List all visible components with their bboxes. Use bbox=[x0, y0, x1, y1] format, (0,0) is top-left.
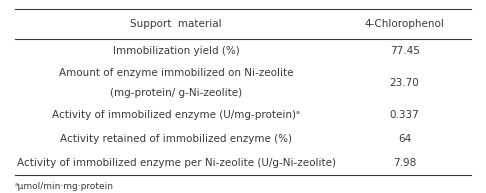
Text: 77.45: 77.45 bbox=[390, 46, 419, 56]
Text: 7.98: 7.98 bbox=[393, 158, 416, 168]
Text: 0.337: 0.337 bbox=[390, 110, 419, 120]
Text: (mg-protein/ g-Ni-zeolite): (mg-protein/ g-Ni-zeolite) bbox=[110, 88, 242, 98]
Text: ᵃμmol/min·mg·protein: ᵃμmol/min·mg·protein bbox=[15, 182, 114, 191]
Text: Activity retained of immobilized enzyme (%): Activity retained of immobilized enzyme … bbox=[60, 134, 292, 144]
Text: Support  material: Support material bbox=[130, 19, 222, 29]
Text: Activity of immobilized enzyme (U/mg-protein)ᵃ: Activity of immobilized enzyme (U/mg-pro… bbox=[52, 110, 300, 120]
Text: Amount of enzyme immobilized on Ni-zeolite: Amount of enzyme immobilized on Ni-zeoli… bbox=[59, 68, 294, 78]
Text: Activity of immobilized enzyme per Ni-zeolite (U/g-Ni-zeolite): Activity of immobilized enzyme per Ni-ze… bbox=[17, 158, 336, 168]
Text: 4-Chlorophenol: 4-Chlorophenol bbox=[364, 19, 445, 29]
Text: 64: 64 bbox=[398, 134, 411, 144]
Text: 23.70: 23.70 bbox=[390, 78, 419, 88]
Text: Immobilization yield (%): Immobilization yield (%) bbox=[113, 46, 240, 56]
